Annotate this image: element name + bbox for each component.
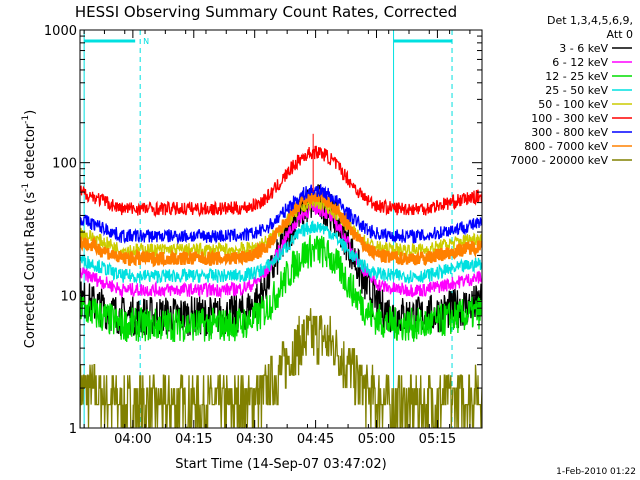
x-axis-label: Start Time (14-Sep-07 03:47:02) [175, 457, 386, 472]
legend-header: Att 0 [607, 28, 633, 41]
plot-frame [79, 29, 483, 429]
x-tick-label: 04:00 [114, 432, 151, 447]
series-line [80, 145, 482, 218]
footer-date: 1-Feb-2010 01:22 [556, 467, 636, 477]
series-line [80, 234, 482, 343]
y-axis-label: Corrected Count Rate (s-1 detector-1) [21, 110, 38, 348]
series-line [80, 220, 482, 284]
x-tick-label: 05:15 [419, 432, 456, 447]
legend-entry-label: 6 - 12 keV [552, 56, 608, 69]
x-tick-label: 04:30 [236, 432, 273, 447]
y-tick-label: 1 [69, 422, 77, 437]
legend-header: Det 1,3,4,5,6,9, [547, 14, 633, 27]
legend-entry-label: 300 - 800 keV [531, 126, 608, 139]
legend-entry-label: 3 - 6 keV [559, 42, 608, 55]
x-tick-label: 04:15 [175, 432, 212, 447]
y-tick-label: 1000 [44, 24, 77, 39]
legend-entry-label: 800 - 7000 keV [524, 140, 608, 153]
series-line [80, 184, 482, 245]
legend-entry-label: 25 - 50 keV [545, 84, 608, 97]
x-tick-label: 05:00 [358, 432, 395, 447]
legend-entry-label: 100 - 300 keV [531, 112, 608, 125]
legend-entry-label: 12 - 25 keV [545, 70, 608, 83]
x-tick-label: 04:45 [297, 432, 334, 447]
series-line [80, 186, 482, 268]
night-label: N [143, 37, 149, 46]
series-line [80, 308, 482, 428]
y-tick-label: 10 [60, 289, 77, 304]
y-tick-label: 100 [52, 157, 77, 172]
chart-title: HESSI Observing Summary Count Rates, Cor… [75, 3, 457, 21]
legend-entry-label: 7000 - 20000 keV [510, 154, 608, 167]
legend-entry-label: 50 - 100 keV [538, 98, 608, 111]
